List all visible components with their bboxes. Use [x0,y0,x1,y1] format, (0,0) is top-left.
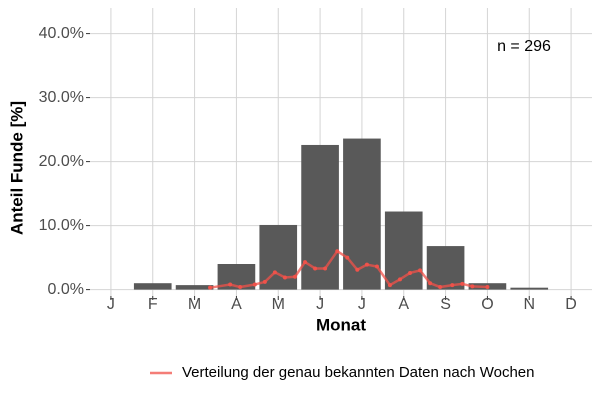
point [364,262,369,267]
point [208,285,213,290]
bar [343,138,381,290]
plot: 0.0% 10.0% 20.0% 30.0% 40.0% J F M A M J J A S O N D [39,8,592,375]
point [272,270,277,275]
point [387,283,392,288]
point [238,285,243,290]
bar [175,285,214,290]
x-tick-label: J [358,296,366,313]
bar [510,287,549,290]
y-axis-title: Anteil Funde [%] [7,101,26,235]
point [313,266,318,271]
legend-label: Verteilung der genau bekannten Daten nac… [182,364,535,381]
point [428,281,433,286]
point [335,249,340,254]
annotation: n = 296 [497,38,551,55]
point [408,270,413,275]
point [485,285,490,290]
x-tick-label: N [523,296,535,313]
bar [259,224,298,290]
point [303,260,308,265]
x-tick-label: A [398,296,409,313]
x-tick-label: S [440,296,451,313]
point [450,283,455,288]
x-tick-label: F [148,296,158,313]
point [228,282,233,287]
x-tick-label: J [107,296,115,313]
y-tick-label: 30.0% [39,89,84,106]
bar [426,246,465,290]
x-tick-label: O [481,296,493,313]
y-tick-label: 20.0% [39,153,84,170]
bar [133,283,172,290]
point [460,281,465,286]
y-tick-label: 40.0% [39,25,84,42]
x-axis-title: Monat [316,315,366,334]
point [252,282,257,287]
point [470,284,475,289]
point [355,267,360,272]
x-tick-label: M [272,296,285,313]
point [323,266,328,271]
point [374,264,379,269]
point [292,274,297,279]
y-tick-label: 0.0% [48,281,84,298]
x-tick-label: J [316,296,324,313]
y-tick-label: 10.0% [39,217,84,234]
point [397,277,402,282]
x-tick-label: M [188,296,201,313]
point [282,275,287,280]
point [345,255,350,260]
point [262,279,267,284]
x-tick-label: A [231,296,242,313]
point [438,285,443,290]
point [418,268,423,273]
x-tick-label: D [565,296,577,313]
bar [301,144,339,290]
